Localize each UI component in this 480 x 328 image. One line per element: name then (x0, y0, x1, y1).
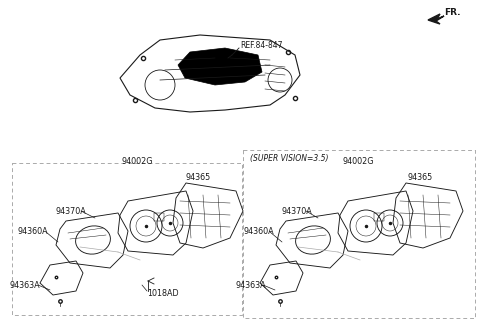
Polygon shape (428, 14, 444, 24)
Text: FR.: FR. (444, 8, 460, 17)
Text: (SUPER VISION=3.5): (SUPER VISION=3.5) (250, 154, 328, 163)
Bar (12, 163, 242, 315)
Text: 1018AD: 1018AD (147, 289, 179, 297)
Bar (243, 150, 475, 318)
Polygon shape (178, 48, 262, 85)
Text: 94363A: 94363A (236, 280, 266, 290)
Text: 94365: 94365 (408, 174, 433, 182)
Text: 94370A: 94370A (281, 207, 312, 215)
Text: 94363A: 94363A (10, 280, 41, 290)
Text: REF.84-847: REF.84-847 (240, 42, 283, 51)
Text: 94002G: 94002G (121, 157, 153, 166)
Text: 94370A: 94370A (56, 207, 87, 215)
Text: 94365: 94365 (186, 174, 211, 182)
Text: 94360A: 94360A (18, 228, 48, 236)
Text: 94360A: 94360A (243, 228, 274, 236)
Text: 94002G: 94002G (342, 157, 374, 166)
